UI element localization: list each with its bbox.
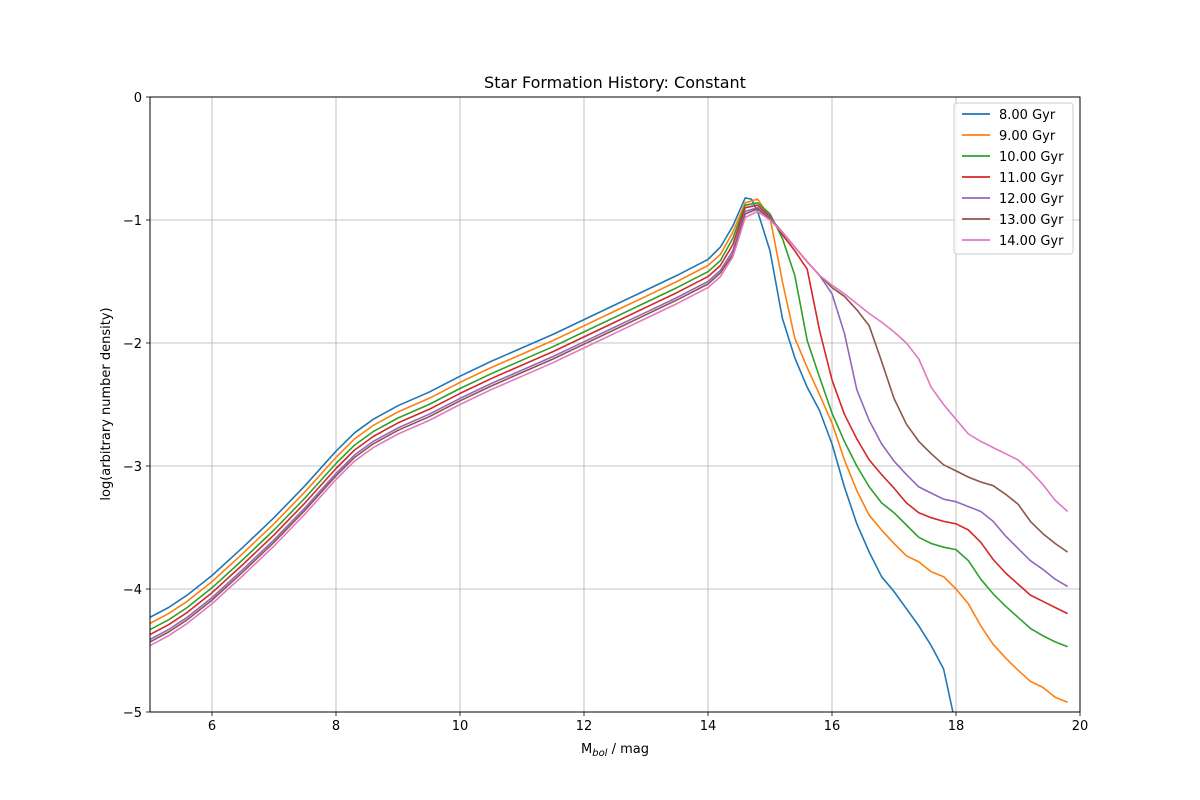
x-axis-label-main: M xyxy=(581,742,592,757)
y-tick-label: −1 xyxy=(123,214,142,229)
legend-label: 13.00 Gyr xyxy=(999,213,1064,228)
x-tick-label: 20 xyxy=(1072,719,1089,734)
x-tick-label: 6 xyxy=(208,719,216,734)
legend: 8.00 Gyr 9.00 Gyr 10.00 Gyr 11.00 Gyr 12.00 … xyxy=(953,102,1074,255)
legend-label: 14.00 Gyr xyxy=(999,234,1064,249)
x-axis-label-unit: / mag xyxy=(607,742,649,757)
y-axis-ticks: −5 −4 −3 −2 −1 0 xyxy=(123,91,150,721)
y-tick-label: −2 xyxy=(123,337,142,352)
legend-label: 11.00 Gyr xyxy=(999,171,1064,186)
x-axis-label-subscript: bol xyxy=(592,748,607,759)
legend-box xyxy=(953,102,1074,255)
plot-frame xyxy=(149,96,1081,713)
x-tick-label: 8 xyxy=(332,719,340,734)
x-tick-label: 14 xyxy=(700,719,717,734)
series-line xyxy=(150,206,1069,641)
x-axis-label: Mbol / mag xyxy=(581,742,649,759)
legend-label: 12.00 Gyr xyxy=(999,192,1064,207)
y-tick-label: −3 xyxy=(123,460,142,475)
y-axis-label: log(arbitrary number density) xyxy=(99,307,114,500)
legend-label: 9.00 Gyr xyxy=(999,129,1056,144)
x-tick-label: 16 xyxy=(824,719,841,734)
series-line xyxy=(150,208,1069,643)
series-lines xyxy=(150,197,1069,712)
series-line xyxy=(150,197,954,712)
series-line xyxy=(150,204,1068,636)
x-tick-label: 12 xyxy=(576,719,593,734)
series-line xyxy=(150,202,1068,648)
y-tick-label: 0 xyxy=(134,91,142,106)
x-axis-ticks: 6 8 10 12 14 16 18 20 xyxy=(208,712,1088,734)
x-tick-label: 10 xyxy=(452,719,469,734)
x-tick-label: 18 xyxy=(948,719,965,734)
legend-label: 8.00 Gyr xyxy=(999,108,1056,123)
y-tick-label: −5 xyxy=(123,706,142,721)
legend-label: 10.00 Gyr xyxy=(999,150,1064,165)
chart-title: Star Formation History: Constant xyxy=(484,73,746,92)
y-tick-label: −4 xyxy=(123,583,142,598)
series-line xyxy=(150,210,1069,647)
